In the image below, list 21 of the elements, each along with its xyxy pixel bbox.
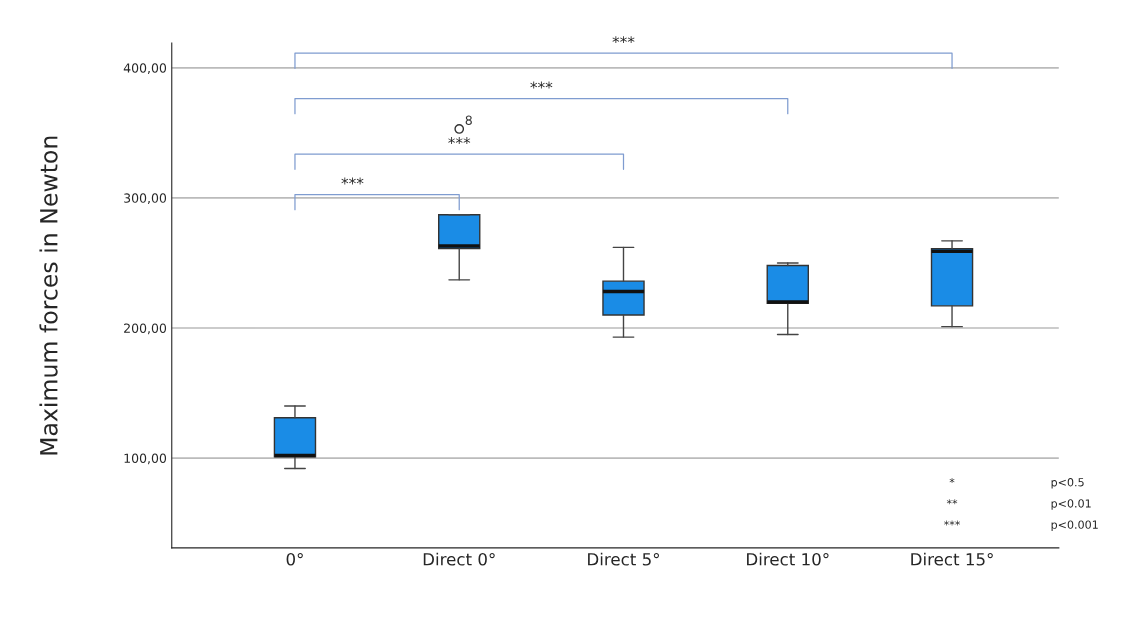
annotation: *** <box>341 177 364 185</box>
annotation: 8 <box>465 115 472 125</box>
annotation: * <box>949 478 955 484</box>
annotation: *** <box>530 81 553 89</box>
annotation: p<0.01 <box>1051 499 1091 510</box>
annotation: p<0.5 <box>1051 478 1084 489</box>
y-axis-title: Maximum forces in Newton <box>39 136 58 455</box>
annotation: *** <box>944 520 961 526</box>
x-tick-label: Direct 0° <box>423 552 495 566</box>
x-tick-label: Direct 10° <box>747 552 829 566</box>
x-tick-label: Direct 15° <box>911 552 993 566</box>
annotation: p<0.001 <box>1051 520 1098 531</box>
annotation: *** <box>448 137 471 145</box>
y-tick-label: 400,00 <box>123 63 167 74</box>
annotation: ** <box>946 499 958 505</box>
annotation: *** <box>612 36 635 44</box>
y-tick-label: 200,00 <box>124 323 167 335</box>
y-tick-label: 300,00 <box>124 193 167 205</box>
x-tick-label: 0° <box>286 552 303 566</box>
y-tick-label: 100,00 <box>124 453 167 465</box>
x-tick-label: Direct 5° <box>588 552 659 566</box>
